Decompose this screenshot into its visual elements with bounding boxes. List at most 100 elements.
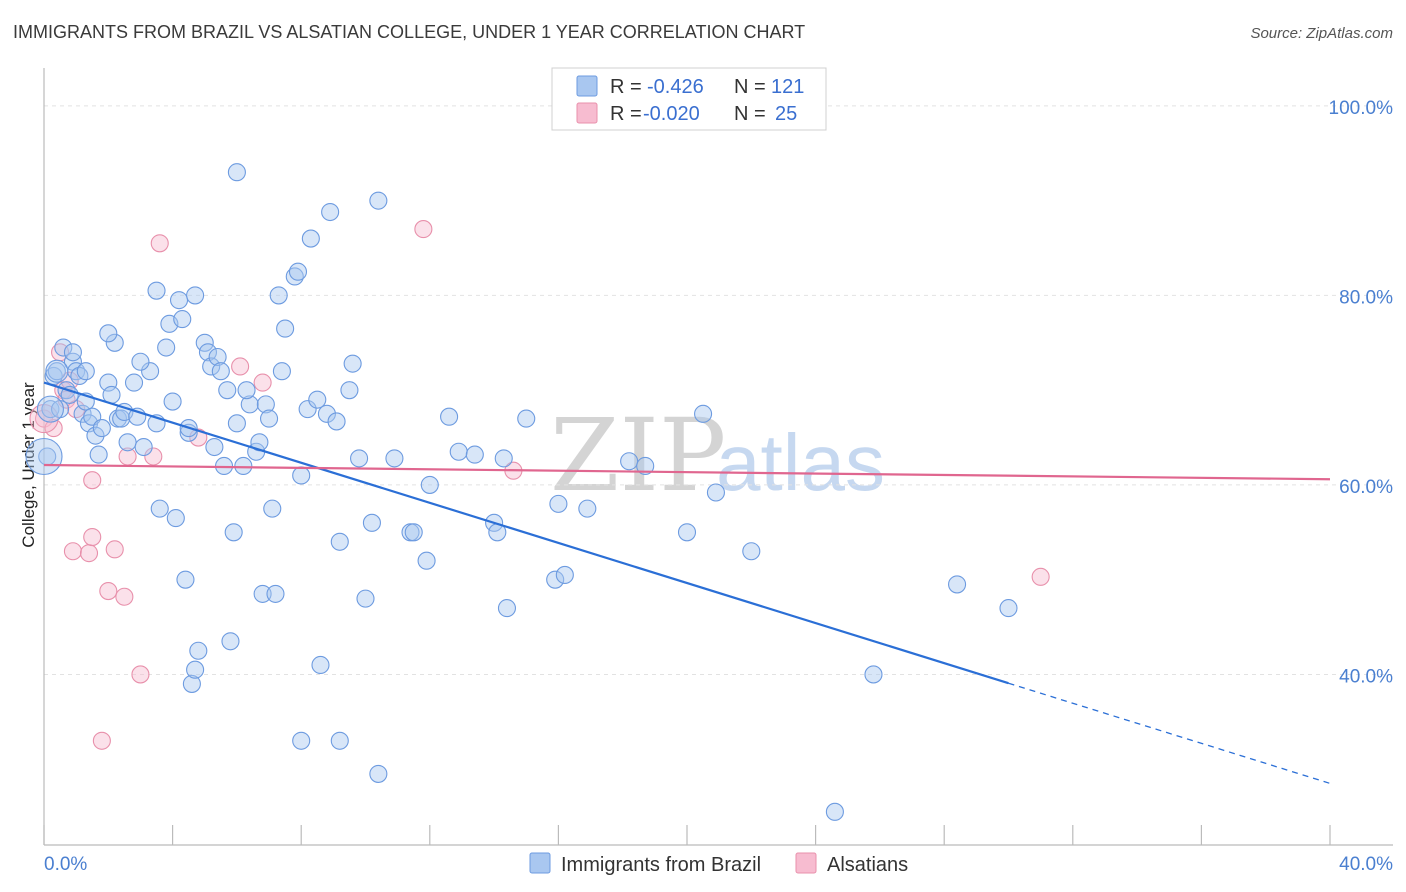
- alsatians-point: [63, 542, 82, 561]
- legend-r-label-brazil: R =: [610, 76, 642, 98]
- brazil-point: [350, 449, 369, 468]
- brazil-point: [157, 338, 176, 357]
- legend-swatch-brazil: [576, 75, 598, 97]
- brazil-point: [276, 319, 295, 338]
- brazil-point: [54, 338, 73, 357]
- brazil-point: [825, 802, 844, 821]
- brazil-point: [369, 764, 388, 783]
- brazil-point: [549, 494, 568, 513]
- brazil-point: [163, 392, 182, 411]
- y-tick-label: 60.0%: [1339, 477, 1393, 498]
- brazil-point: [92, 419, 111, 438]
- brazil-point: [147, 281, 166, 300]
- brazil-point: [227, 414, 246, 433]
- stats-legend-box: [551, 67, 827, 131]
- brazil-point: [292, 731, 311, 750]
- brazil-point: [343, 354, 362, 373]
- brazil-point: [253, 584, 272, 603]
- brazil-point: [86, 426, 105, 445]
- brazil-trend-line-extrapolated: [1008, 682, 1331, 785]
- brazil-point: [546, 570, 565, 589]
- brazil-point: [99, 324, 118, 343]
- brazil-point: [497, 599, 517, 618]
- brazil-point: [948, 575, 967, 594]
- brazil-point: [47, 362, 66, 381]
- brazil-point: [208, 347, 227, 367]
- brazil-point: [218, 381, 237, 400]
- brazil-point: [677, 523, 697, 542]
- legend-r-value-brazil: -0.426: [647, 76, 704, 98]
- brazil-point: [259, 409, 279, 428]
- alsatians-points: [29, 220, 1050, 750]
- brazil-point: [166, 509, 185, 528]
- y-tick-labels: 100.0% 80.0% 60.0% 40.0%: [1329, 98, 1394, 688]
- brazil-point: [356, 589, 375, 608]
- x-tick-label-max: 40.0%: [1339, 854, 1393, 875]
- alsatians-point: [99, 582, 118, 601]
- brazil-point: [173, 310, 192, 329]
- brazil-point: [240, 395, 259, 414]
- stats-legend: R = -0.426 N = 121 R = -0.020 N = 25: [551, 67, 827, 131]
- alsatians-point: [131, 665, 150, 684]
- watermark-atlas: atlas: [716, 418, 885, 507]
- legend-n-value-alsatians: 25: [775, 103, 797, 125]
- brazil-point: [864, 665, 883, 684]
- alsatians-point: [83, 527, 102, 547]
- alsatians-point: [150, 234, 169, 253]
- brazil-point: [189, 641, 208, 660]
- brazil-point: [105, 333, 124, 352]
- watermark-zip: ZIP: [550, 397, 726, 514]
- brazil-point: [186, 660, 205, 679]
- brazil-point: [186, 286, 205, 305]
- x-tick-label-min: 0.0%: [44, 854, 87, 875]
- axes: [43, 68, 1393, 846]
- alsatians-point: [83, 471, 102, 490]
- brazil-point: [362, 513, 381, 532]
- brazil-point: [124, 373, 144, 392]
- brazil-point: [141, 362, 160, 381]
- brazil-point: [118, 433, 137, 452]
- alsatians-point: [115, 587, 134, 606]
- series-legend-label-alsatians: Alsatians: [827, 854, 908, 876]
- brazil-point-large: [25, 437, 63, 476]
- brazil-point: [150, 499, 169, 518]
- brazil-point: [308, 390, 327, 409]
- brazil-point: [234, 456, 253, 476]
- alsatians-point: [253, 373, 272, 392]
- alsatians-point: [144, 447, 163, 466]
- alsatians-point: [1031, 567, 1050, 586]
- brazil-point: [41, 400, 60, 419]
- brazil-point: [999, 599, 1018, 618]
- brazil-point-large: [36, 395, 64, 423]
- brazil-point: [340, 381, 359, 400]
- legend-n-value-brazil: 121: [771, 76, 804, 98]
- source-label: Source: ZipAtlas.com: [1250, 25, 1393, 42]
- brazil-point: [385, 449, 404, 468]
- brazil-point: [176, 570, 195, 589]
- alsatians-point: [105, 540, 124, 559]
- brazil-point: [317, 404, 336, 423]
- brazil-point: [578, 499, 597, 518]
- brazil-point: [131, 352, 150, 371]
- brazil-point: [298, 400, 317, 419]
- brazil-point: [330, 532, 349, 551]
- brazil-point: [494, 449, 513, 468]
- chart-title: IMMIGRANTS FROM BRAZIL VS ALSATIAN COLLE…: [13, 22, 805, 42]
- series-legend-label-brazil: Immigrants from Brazil: [561, 854, 761, 876]
- y-tick-label: 40.0%: [1339, 666, 1393, 687]
- brazil-point: [321, 202, 340, 222]
- brazil-point: [227, 163, 246, 182]
- brazil-point: [89, 445, 108, 464]
- brazil-point: [636, 456, 655, 476]
- series-legend: Immigrants from Brazil Alsatians: [529, 852, 908, 876]
- brazil-point: [288, 262, 308, 281]
- brazil-point: [272, 362, 291, 381]
- trend-lines: [43, 381, 1331, 785]
- brazil-point: [182, 674, 201, 693]
- brazil-point: [620, 452, 639, 471]
- brazil-point: [134, 437, 153, 457]
- alsatians-point: [189, 428, 208, 447]
- brazil-point: [465, 445, 484, 464]
- brazil-point: [742, 542, 761, 561]
